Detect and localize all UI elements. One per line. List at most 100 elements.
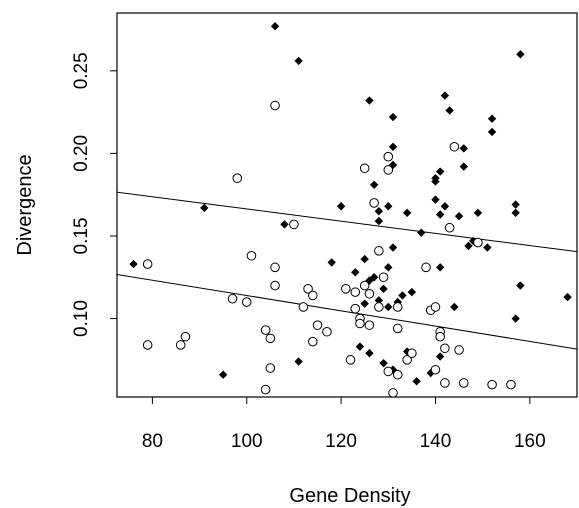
data-point-open-circle bbox=[458, 378, 469, 388]
data-point-filled-diamond bbox=[407, 287, 417, 297]
y-axis: 0.10 0.15 0.20 0.25 bbox=[71, 52, 117, 337]
data-point-open-circle bbox=[430, 302, 441, 312]
y-tick-label: 0.20 bbox=[71, 135, 92, 172]
data-point-filled-diamond bbox=[379, 358, 388, 368]
trend-line-2 bbox=[116, 273, 578, 350]
y-tick-label: 0.10 bbox=[71, 300, 92, 337]
plot-frame bbox=[116, 12, 578, 398]
data-point-open-circle bbox=[355, 318, 365, 329]
data-point-filled-diamond bbox=[384, 302, 393, 312]
data-point-filled-diamond bbox=[280, 220, 289, 229]
data-point-filled-diamond bbox=[516, 281, 525, 290]
data-point-filled-diamond bbox=[327, 258, 336, 267]
data-point-filled-diamond bbox=[369, 180, 379, 189]
data-point-open-circle bbox=[241, 297, 252, 307]
data-point-filled-diamond bbox=[511, 314, 520, 323]
data-point-filled-diamond bbox=[487, 127, 497, 137]
data-point-open-circle bbox=[359, 163, 370, 174]
data-point-filled-diamond bbox=[402, 208, 412, 218]
data-point-open-circle bbox=[383, 151, 394, 162]
data-point-filled-diamond bbox=[365, 349, 374, 358]
data-point-filled-diamond bbox=[336, 202, 346, 211]
data-point-open-circle bbox=[227, 293, 238, 304]
data-point-filled-diamond bbox=[563, 292, 572, 302]
data-point-filled-diamond bbox=[294, 56, 303, 66]
data-point-filled-diamond bbox=[487, 114, 497, 123]
data-point-open-circle bbox=[260, 325, 271, 335]
data-point-open-circle bbox=[506, 379, 516, 390]
data-point-filled-diamond bbox=[294, 357, 303, 366]
data-point-filled-diamond bbox=[435, 167, 445, 176]
trend-line-1 bbox=[116, 191, 578, 253]
data-point-filled-diamond bbox=[435, 263, 445, 272]
data-points bbox=[129, 22, 572, 398]
data-point-open-circle bbox=[421, 262, 431, 273]
data-point-open-circle bbox=[175, 340, 186, 350]
data-point-open-circle bbox=[345, 355, 356, 365]
data-point-open-circle bbox=[142, 340, 153, 350]
data-point-open-circle bbox=[260, 384, 271, 395]
data-point-filled-diamond bbox=[473, 208, 483, 218]
data-point-open-circle bbox=[270, 262, 280, 273]
data-point-open-circle bbox=[265, 363, 276, 373]
data-point-filled-diamond bbox=[450, 302, 459, 312]
data-point-open-circle bbox=[312, 320, 323, 330]
data-point-open-circle bbox=[383, 366, 394, 377]
data-point-filled-diamond bbox=[464, 241, 473, 251]
data-point-filled-diamond bbox=[431, 195, 440, 204]
x-tick-label: 100 bbox=[231, 431, 263, 452]
data-point-open-circle bbox=[383, 165, 394, 175]
x-tick-label: 80 bbox=[142, 431, 163, 452]
data-point-filled-diamond bbox=[435, 210, 445, 219]
x-tick-label: 140 bbox=[420, 431, 452, 452]
data-point-open-circle bbox=[392, 369, 403, 380]
data-point-open-circle bbox=[246, 250, 257, 261]
data-point-open-circle bbox=[454, 345, 464, 355]
data-point-open-circle bbox=[298, 302, 309, 312]
data-point-open-circle bbox=[407, 348, 417, 359]
data-point-open-circle bbox=[322, 326, 332, 337]
data-point-filled-diamond bbox=[412, 377, 421, 386]
data-point-open-circle bbox=[350, 303, 361, 314]
data-point-open-circle bbox=[378, 272, 389, 283]
data-point-open-circle bbox=[307, 290, 318, 301]
data-point-filled-diamond bbox=[384, 263, 393, 272]
data-point-filled-diamond bbox=[440, 91, 450, 100]
data-point-filled-diamond bbox=[355, 342, 365, 351]
x-axis-title: Gene Density bbox=[289, 485, 410, 507]
data-point-open-circle bbox=[444, 222, 455, 233]
data-point-open-circle bbox=[289, 219, 299, 230]
data-point-open-circle bbox=[388, 388, 398, 398]
data-point-filled-diamond bbox=[379, 284, 388, 294]
y-tick-label: 0.15 bbox=[71, 217, 92, 254]
data-point-filled-diamond bbox=[374, 216, 384, 226]
data-point-open-circle bbox=[232, 173, 243, 183]
data-point-filled-diamond bbox=[129, 259, 138, 269]
data-point-filled-diamond bbox=[398, 291, 407, 300]
data-point-filled-diamond bbox=[384, 202, 393, 211]
data-point-filled-diamond bbox=[440, 202, 450, 211]
data-point-filled-diamond bbox=[374, 296, 384, 305]
data-point-filled-diamond bbox=[360, 254, 369, 264]
data-point-filled-diamond bbox=[365, 96, 374, 105]
y-axis-title: Divergence bbox=[14, 154, 36, 255]
data-point-filled-diamond bbox=[511, 208, 520, 218]
data-point-filled-diamond bbox=[435, 352, 445, 361]
data-point-filled-diamond bbox=[374, 206, 384, 216]
data-point-open-circle bbox=[449, 141, 460, 152]
data-point-filled-diamond bbox=[200, 203, 209, 213]
data-point-open-circle bbox=[142, 259, 153, 269]
data-point-filled-diamond bbox=[388, 142, 398, 151]
data-point-open-circle bbox=[402, 355, 412, 365]
data-point-filled-diamond bbox=[369, 273, 379, 282]
data-point-filled-diamond bbox=[445, 106, 454, 115]
y-tick-label: 0.25 bbox=[71, 52, 92, 89]
data-point-open-circle bbox=[364, 320, 375, 330]
data-point-open-circle bbox=[341, 284, 351, 294]
data-point-filled-diamond bbox=[360, 299, 369, 308]
data-point-open-circle bbox=[180, 331, 191, 342]
data-point-open-circle bbox=[270, 280, 280, 291]
regression-lines bbox=[116, 191, 578, 350]
data-point-open-circle bbox=[487, 379, 497, 390]
